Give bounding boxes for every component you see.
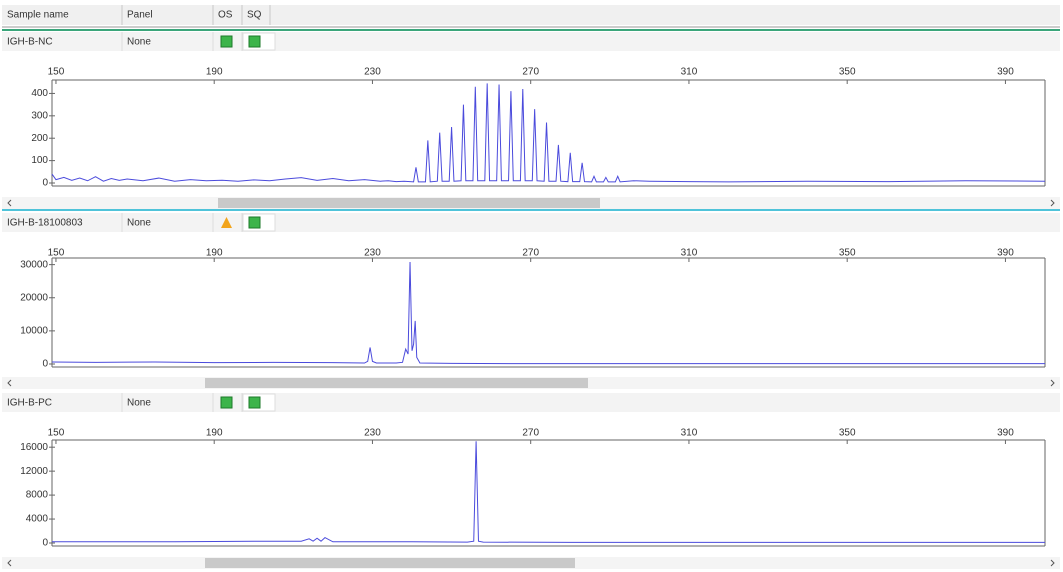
y-tick-label: 4000 (26, 514, 49, 525)
scroll-left-arrow[interactable] (7, 559, 12, 567)
x-tick-label: 350 (839, 428, 856, 439)
scrollbar-thumb[interactable] (205, 378, 588, 388)
sample-row[interactable] (2, 393, 1060, 412)
y-tick-label: 12000 (20, 466, 48, 477)
plot-area (52, 258, 1045, 367)
y-tick-label: 0 (42, 178, 48, 189)
y-tick-label: 100 (31, 155, 48, 166)
y-tick-label: 16000 (20, 442, 48, 453)
scroll-right-arrow[interactable] (1050, 379, 1055, 387)
y-tick-label: 20000 (20, 292, 48, 303)
column-header[interactable]: Sample name (7, 10, 69, 21)
y-tick-label: 0 (42, 359, 48, 370)
y-tick-label: 300 (31, 110, 48, 121)
x-tick-label: 270 (522, 428, 539, 439)
scroll-left-arrow[interactable] (7, 379, 12, 387)
os-status-ok (220, 35, 233, 48)
panel-name: None (127, 218, 151, 229)
x-tick-label: 310 (681, 67, 698, 78)
y-tick-label: 0 (42, 538, 48, 549)
trace-line (51, 83, 1046, 183)
panel-name: None (127, 37, 151, 48)
y-tick-label: 8000 (26, 490, 49, 501)
x-tick-label: 190 (206, 428, 223, 439)
column-header[interactable]: OS (218, 10, 233, 21)
x-tick-label: 270 (522, 248, 539, 259)
x-tick-label: 350 (839, 67, 856, 78)
x-tick-label: 350 (839, 248, 856, 259)
x-tick-label: 390 (997, 248, 1014, 259)
scrollbar-thumb[interactable] (205, 558, 575, 568)
y-tick-label: 30000 (20, 259, 48, 270)
x-tick-label: 190 (206, 248, 223, 259)
os-status-ok (220, 396, 233, 409)
plot-area (52, 440, 1045, 546)
x-tick-label: 150 (48, 67, 65, 78)
scroll-right-arrow[interactable] (1050, 559, 1055, 567)
x-tick-label: 230 (364, 248, 381, 259)
scroll-left-arrow[interactable] (7, 199, 12, 207)
y-tick-label: 400 (31, 88, 48, 99)
panel-name: None (127, 398, 151, 409)
column-header[interactable]: Panel (127, 10, 153, 21)
sample-name[interactable]: IGH-B-NC (7, 37, 53, 48)
sample-name[interactable]: IGH-B-PC (7, 398, 52, 409)
trace-line (52, 441, 1045, 543)
sample-row[interactable] (2, 213, 1060, 232)
x-tick-label: 150 (48, 428, 65, 439)
scroll-right-arrow[interactable] (1050, 199, 1055, 207)
y-tick-label: 10000 (20, 326, 48, 337)
sample-row[interactable] (2, 32, 1060, 51)
sq-status-ok (248, 216, 261, 229)
x-tick-label: 390 (997, 428, 1014, 439)
scrollbar-thumb[interactable] (218, 198, 600, 208)
sample-name[interactable]: IGH-B-18100803 (7, 218, 83, 229)
x-tick-label: 230 (364, 67, 381, 78)
x-tick-label: 230 (364, 428, 381, 439)
sq-status-ok (248, 396, 261, 409)
x-tick-label: 390 (997, 67, 1014, 78)
x-tick-label: 270 (522, 67, 539, 78)
x-tick-label: 310 (681, 248, 698, 259)
x-tick-label: 150 (48, 248, 65, 259)
trace-line (51, 261, 1045, 365)
header-bar (2, 5, 1060, 25)
sq-status-ok (248, 35, 261, 48)
y-tick-label: 200 (31, 133, 48, 144)
x-tick-label: 190 (206, 67, 223, 78)
os-status-warning (221, 217, 232, 228)
x-tick-label: 310 (681, 428, 698, 439)
column-header[interactable]: SQ (247, 10, 262, 21)
